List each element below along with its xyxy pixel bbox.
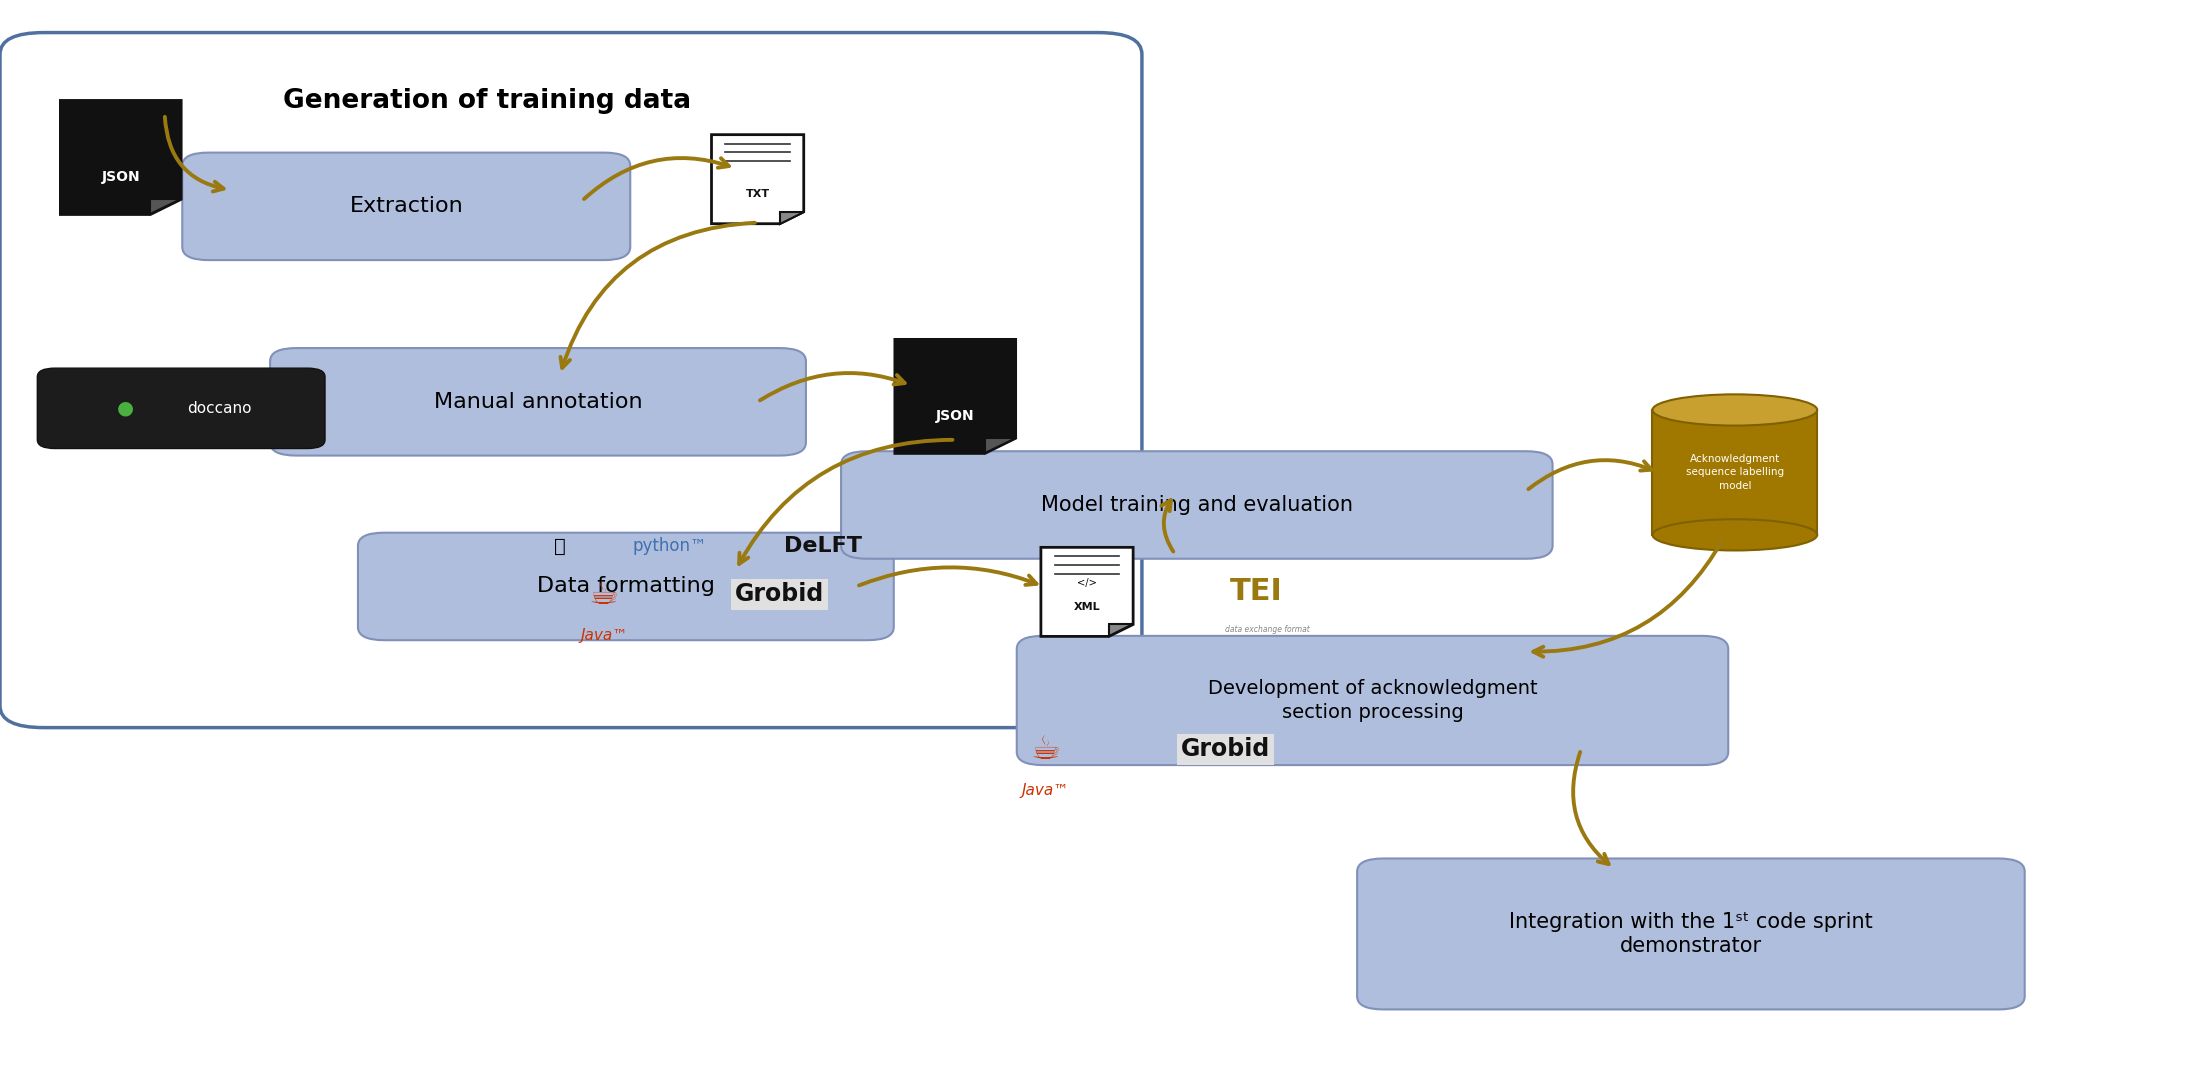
Text: DeLFT: DeLFT <box>784 536 863 556</box>
Polygon shape <box>1109 624 1133 636</box>
Polygon shape <box>896 340 1015 454</box>
Text: TEI: TEI <box>1230 578 1282 606</box>
Text: Integration with the 1ˢᵗ code sprint
demonstrator: Integration with the 1ˢᵗ code sprint dem… <box>1509 911 1873 957</box>
Text: Grobid: Grobid <box>736 582 824 606</box>
Text: ●: ● <box>116 399 134 418</box>
Text: </>: </> <box>1076 578 1098 588</box>
Text: Grobid: Grobid <box>1181 737 1269 761</box>
Text: Model training and evaluation: Model training and evaluation <box>1041 495 1353 515</box>
Polygon shape <box>1041 547 1133 636</box>
Text: JSON: JSON <box>935 408 975 422</box>
Polygon shape <box>984 439 1015 454</box>
FancyBboxPatch shape <box>37 368 325 449</box>
Text: JSON: JSON <box>101 169 141 184</box>
FancyBboxPatch shape <box>0 33 1142 728</box>
Polygon shape <box>780 212 804 224</box>
FancyBboxPatch shape <box>1017 636 1728 766</box>
Text: Extraction: Extraction <box>349 197 463 216</box>
Text: Java™: Java™ <box>580 628 628 643</box>
Text: Java™: Java™ <box>1021 783 1069 798</box>
Text: TXT: TXT <box>747 189 769 200</box>
FancyBboxPatch shape <box>358 532 894 641</box>
Ellipse shape <box>1654 519 1818 551</box>
Polygon shape <box>61 101 180 215</box>
FancyBboxPatch shape <box>1357 858 2025 1010</box>
FancyBboxPatch shape <box>841 452 1553 559</box>
FancyBboxPatch shape <box>270 349 806 456</box>
FancyBboxPatch shape <box>182 153 630 261</box>
Polygon shape <box>149 200 180 215</box>
Text: data exchange format: data exchange format <box>1225 626 1309 634</box>
Text: ☕: ☕ <box>1030 733 1061 766</box>
Text: Manual annotation: Manual annotation <box>433 392 643 412</box>
Ellipse shape <box>1654 394 1818 426</box>
Text: Generation of training data: Generation of training data <box>283 88 692 114</box>
Text: Acknowledgment
sequence labelling
model: Acknowledgment sequence labelling model <box>1687 454 1783 491</box>
Text: python™: python™ <box>632 538 707 555</box>
Polygon shape <box>712 135 804 224</box>
Text: ☕: ☕ <box>589 578 619 610</box>
Text: XML: XML <box>1074 602 1100 613</box>
Text: Data formatting: Data formatting <box>538 577 714 596</box>
Text: doccano: doccano <box>187 401 250 416</box>
FancyBboxPatch shape <box>1654 411 1818 535</box>
Text: 🐍: 🐍 <box>553 536 567 556</box>
Text: Development of acknowledgment
section processing: Development of acknowledgment section pr… <box>1208 679 1537 722</box>
